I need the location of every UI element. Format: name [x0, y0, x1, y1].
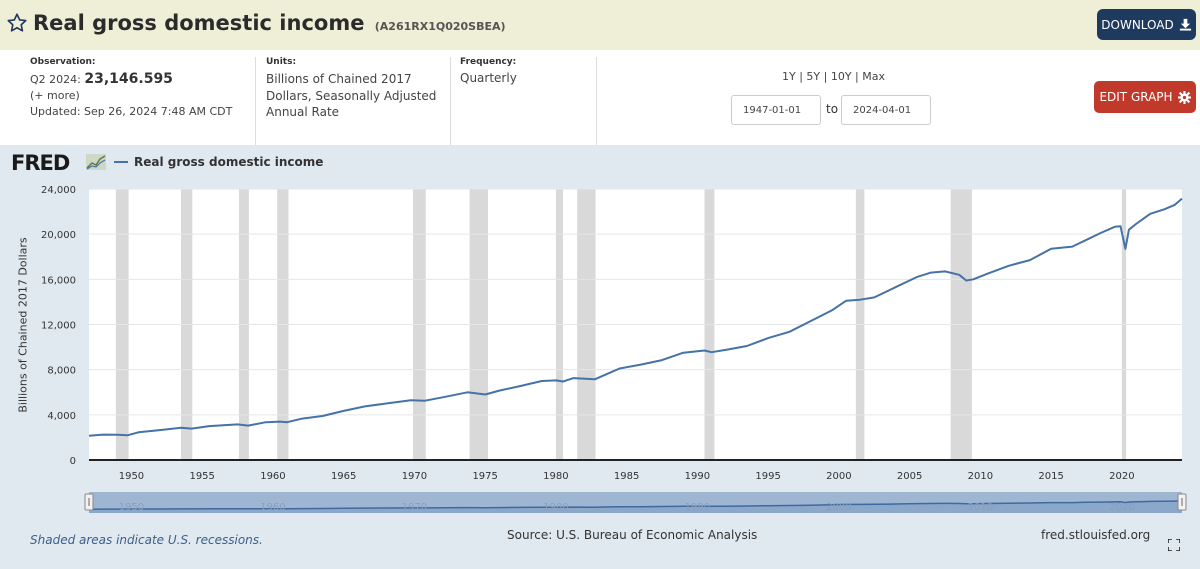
download-label: DOWNLOAD	[1101, 17, 1174, 32]
navigator-tick-label: 1970	[402, 502, 427, 513]
navigator-line	[88, 500, 1183, 510]
navigator-tick-label: 1960	[260, 502, 285, 513]
y-tick-label: 8,000	[47, 366, 76, 377]
navigator-tick-label: 2010	[968, 502, 993, 513]
series-id: (A261RX1Q020SBEA)	[374, 20, 506, 33]
observation-period: Q2 2024:	[30, 73, 81, 86]
x-tick-label: 1970	[402, 471, 427, 482]
range-5y[interactable]: 5Y	[806, 70, 821, 83]
download-icon	[1179, 18, 1191, 31]
units-value: Billions of Chained 2017 Dollars, Season…	[266, 72, 437, 119]
frequency-value: Quarterly	[460, 71, 517, 85]
divider	[255, 57, 256, 145]
y-tick-label: 20,000	[41, 230, 76, 241]
series-title: Real gross domestic income	[33, 11, 365, 35]
legend-label: Real gross domestic income	[134, 155, 324, 169]
observation-value: 23,146.595	[84, 71, 173, 87]
y-tick-label: 0	[70, 456, 76, 467]
recession-footnote: Shaded areas indicate U.S. recessions.	[30, 533, 263, 547]
x-tick-label: 2000	[826, 471, 851, 482]
divider	[596, 57, 597, 145]
range-max[interactable]: Max	[862, 70, 886, 83]
divider	[450, 57, 451, 145]
fred-logo-chart-icon	[86, 154, 106, 170]
series-line	[88, 197, 1183, 437]
units-block: Units: Billions of Chained 2017 Dollars,…	[266, 57, 446, 121]
edit-graph-button[interactable]: EDIT GRAPH	[1094, 81, 1196, 113]
x-tick-label: 1980	[543, 471, 568, 482]
navigator-tick-label: 2000	[826, 502, 851, 513]
x-tick-label: 1955	[189, 471, 214, 482]
page-title: Real gross domestic income (A261RX1Q020S…	[33, 11, 506, 35]
x-tick-label: 2015	[1038, 471, 1063, 482]
fullscreen-icon[interactable]	[1168, 539, 1180, 551]
star-icon[interactable]	[6, 12, 28, 34]
observation-block: Observation: Q2 2024: 23,146.595 (+ more…	[30, 57, 232, 120]
y-tick-label: 16,000	[41, 275, 76, 286]
x-tick-label: 2010	[968, 471, 993, 482]
x-tick-label: 1990	[685, 471, 710, 482]
gear-icon	[1177, 90, 1191, 104]
y-tick-label: 4,000	[47, 411, 76, 422]
x-tick-label: 2005	[897, 471, 922, 482]
chart-legend: Real gross domestic income	[114, 155, 323, 169]
source-note: Source: U.S. Bureau of Economic Analysis	[507, 528, 758, 542]
navigator-tick-label: 2020	[1109, 502, 1134, 513]
end-date-input[interactable]: 2024-04-01	[841, 95, 931, 125]
x-tick-label: 2020	[1109, 471, 1134, 482]
units-label: Units:	[266, 57, 297, 67]
navigator-tick-label: 1990	[685, 502, 710, 513]
more-link[interactable]: (+ more)	[30, 89, 80, 102]
download-button[interactable]: DOWNLOAD	[1097, 9, 1196, 40]
navigator-tick-label: 1980	[543, 502, 568, 513]
fred-logo: FRED	[11, 151, 70, 175]
legend-swatch	[114, 161, 128, 163]
frequency-label: Frequency:	[460, 57, 517, 67]
start-date-input[interactable]: 1947-01-01	[731, 95, 821, 125]
edit-graph-label: EDIT GRAPH	[1099, 90, 1173, 104]
x-tick-label: 1960	[260, 471, 285, 482]
updated-label: Updated:	[30, 105, 81, 118]
range-1y[interactable]: 1Y	[782, 70, 796, 83]
x-tick-label: 1985	[614, 471, 639, 482]
x-tick-label: 1965	[331, 471, 356, 482]
updated-value: Sep 26, 2024 7:48 AM CDT	[84, 105, 233, 118]
y-tick-label: 12,000	[41, 321, 76, 332]
x-tick-label: 1995	[755, 471, 780, 482]
site-link[interactable]: fred.stlouisfed.org	[1041, 528, 1151, 542]
y-tick-label: 24,000	[41, 185, 76, 196]
range-10y[interactable]: 10Y	[830, 70, 852, 83]
header-bar: Real gross domestic income (A261RX1Q020S…	[0, 0, 1200, 50]
x-tick-label: 1975	[472, 471, 497, 482]
range-links: 1Y | 5Y | 10Y | Max	[782, 70, 886, 83]
to-label: to	[826, 102, 839, 116]
frequency-block: Frequency: Quarterly	[460, 57, 517, 85]
observation-label: Observation:	[30, 57, 96, 67]
x-tick-label: 1950	[119, 471, 144, 482]
navigator-tick-label: 1950	[119, 502, 144, 513]
